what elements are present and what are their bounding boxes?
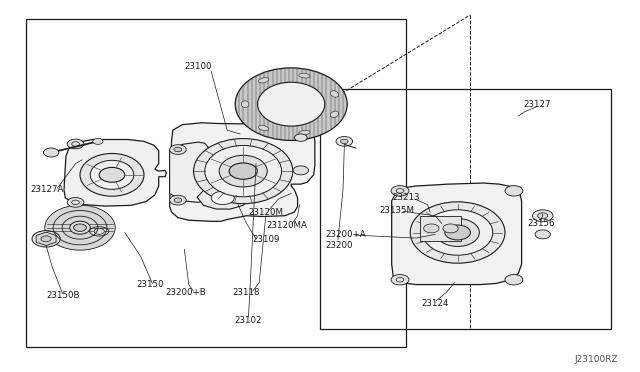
Circle shape [229,163,257,179]
Text: 23200+A: 23200+A [325,230,366,239]
Bar [320,89,611,329]
Circle shape [99,167,125,182]
Circle shape [445,225,470,240]
Ellipse shape [259,125,269,131]
Text: 23135M: 23135M [380,206,414,215]
Text: 23213: 23213 [393,193,420,202]
Ellipse shape [193,139,293,203]
Ellipse shape [90,227,109,236]
Circle shape [32,231,60,247]
Ellipse shape [90,160,134,189]
Ellipse shape [422,210,493,255]
Polygon shape [392,183,522,285]
Ellipse shape [257,82,325,126]
Text: 23120M: 23120M [248,208,283,217]
Ellipse shape [219,155,268,187]
Text: J23100RZ: J23100RZ [574,355,618,364]
Bar [26,19,406,347]
Text: 23118: 23118 [233,288,260,296]
Circle shape [340,139,348,144]
Circle shape [443,224,458,233]
Circle shape [67,139,84,149]
Ellipse shape [410,202,505,263]
Circle shape [535,230,550,239]
Polygon shape [64,140,166,206]
Circle shape [391,186,409,196]
Circle shape [391,275,409,285]
Polygon shape [197,187,250,209]
Circle shape [44,148,59,157]
Ellipse shape [299,130,310,135]
Text: 23200: 23200 [326,241,353,250]
Ellipse shape [80,154,144,196]
Circle shape [174,147,182,152]
Text: 23150: 23150 [137,280,164,289]
Ellipse shape [70,221,90,234]
Ellipse shape [45,205,115,250]
Circle shape [174,198,182,202]
Circle shape [294,134,307,141]
Polygon shape [170,123,315,221]
Text: 23150B: 23150B [46,291,79,300]
Circle shape [74,224,86,231]
Circle shape [211,191,234,205]
Text: 23109: 23109 [252,235,279,244]
Ellipse shape [205,145,282,197]
Text: 23200+B: 23200+B [165,288,206,296]
Circle shape [170,145,186,154]
Polygon shape [170,142,208,202]
Circle shape [424,224,439,233]
Text: 23100: 23100 [185,62,212,71]
Text: 23120MA: 23120MA [266,221,307,230]
Text: 23127A: 23127A [30,185,63,194]
Ellipse shape [236,68,348,140]
Ellipse shape [299,73,310,78]
Circle shape [532,210,553,222]
Bar [420,216,461,241]
Text: 23156: 23156 [527,219,554,228]
Ellipse shape [330,111,339,118]
Circle shape [336,137,353,146]
Circle shape [67,198,84,207]
Circle shape [505,275,523,285]
Ellipse shape [259,78,269,83]
Ellipse shape [330,91,339,97]
Circle shape [41,236,51,242]
Circle shape [93,138,103,144]
Text: 23124: 23124 [422,299,449,308]
Circle shape [293,166,308,175]
Circle shape [538,213,548,219]
Text: 23127: 23127 [524,100,551,109]
Ellipse shape [436,219,479,247]
Circle shape [505,186,523,196]
Text: 23102: 23102 [235,316,262,325]
Polygon shape [36,232,56,246]
Circle shape [94,228,104,234]
Ellipse shape [241,101,249,108]
Circle shape [170,195,186,205]
